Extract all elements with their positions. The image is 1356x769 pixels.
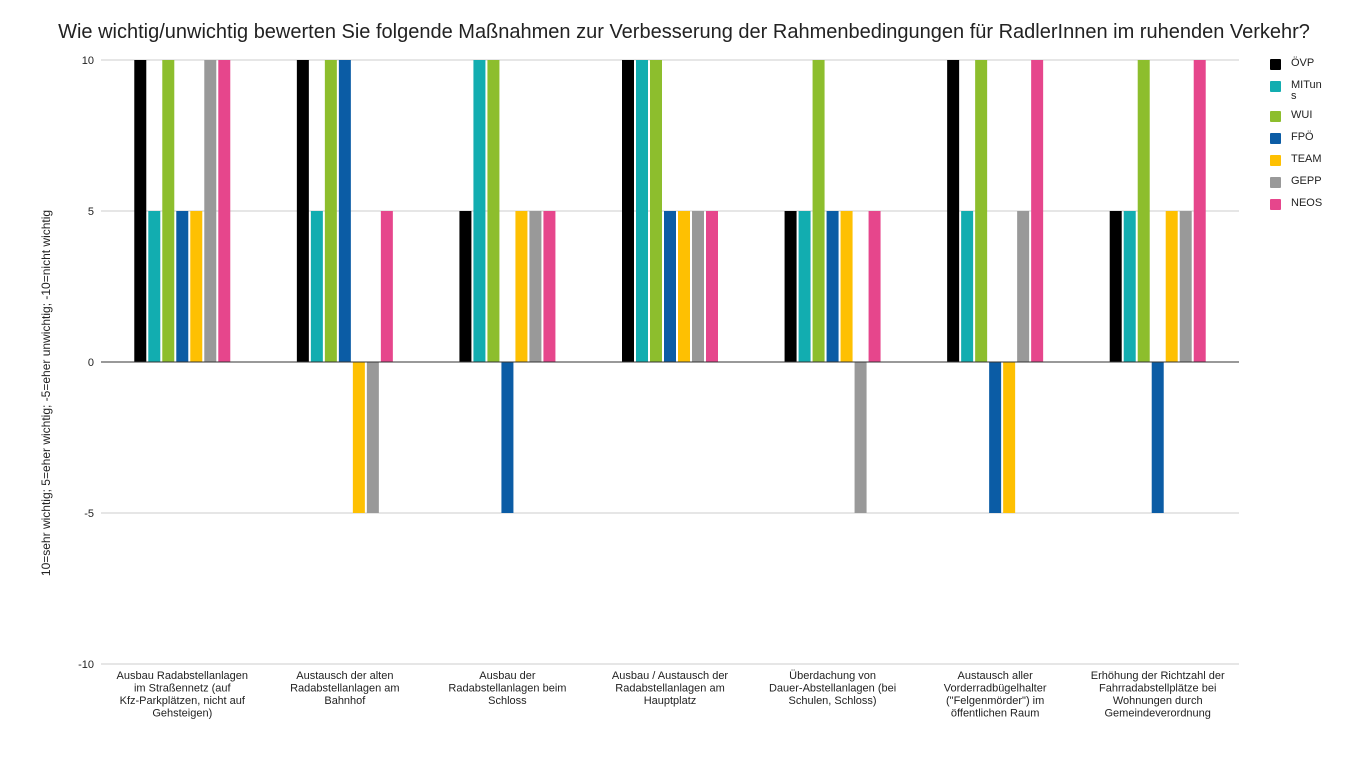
- bar: [989, 362, 1002, 513]
- bar: [784, 211, 797, 362]
- bar: [190, 211, 203, 362]
- bar: [706, 211, 718, 362]
- bar: [218, 60, 231, 362]
- bar: [664, 211, 676, 362]
- bar: [529, 211, 542, 362]
- legend-label: MITuns: [1291, 79, 1322, 102]
- bar: [622, 60, 634, 362]
- category-label: Austausch der alten Radabstellanlagen am B…: [290, 670, 399, 707]
- legend-swatch: [1270, 111, 1281, 122]
- legend-label: NEOS: [1291, 197, 1323, 209]
- bar: [854, 362, 867, 513]
- bar: [1109, 211, 1122, 362]
- bar: [1193, 60, 1206, 362]
- bar: [826, 211, 839, 362]
- y-tick-label: 0: [88, 357, 94, 369]
- legend-swatch: [1270, 59, 1281, 70]
- bar: [840, 211, 853, 362]
- bar: [501, 362, 514, 513]
- bar: [1123, 211, 1136, 362]
- bar: [947, 60, 960, 362]
- y-tick-label: -5: [84, 508, 94, 520]
- bar: [543, 211, 556, 362]
- bar: [868, 211, 881, 362]
- bar: [650, 60, 662, 362]
- bar: [310, 211, 323, 362]
- bar: [1003, 362, 1016, 513]
- y-tick-labels: 10 5 0 -5 -10: [78, 55, 94, 671]
- legend-swatch: [1270, 133, 1281, 144]
- bar: [487, 60, 500, 362]
- bar: [162, 60, 175, 362]
- category-label: Erhöhung der Richtzahl der Fahrradabstell…: [1091, 670, 1225, 720]
- bar: [338, 60, 351, 362]
- y-axis-label: 10=sehr wichtig; 5=eher wichtig; -5=eher…: [39, 210, 53, 576]
- legend-label: GEPP: [1291, 175, 1322, 187]
- bar: [352, 362, 365, 513]
- category-label: Ausbau der Radabstellanlagen beim Schloss: [448, 670, 566, 707]
- bar: [515, 211, 528, 362]
- bar: [176, 211, 189, 362]
- legend-label: ÖVP: [1291, 57, 1315, 69]
- legend-swatch: [1270, 199, 1281, 210]
- x-category-labels: Ausbau Radabstellanlagen im Straßennetz (…: [117, 670, 1225, 720]
- legend-label: TEAM: [1291, 153, 1322, 165]
- bar: [1031, 60, 1044, 362]
- bar: [1137, 60, 1150, 362]
- category-label: Ausbau / Austausch der Radabstellanlagen …: [612, 670, 729, 707]
- bar: [636, 60, 648, 362]
- category-label: Austausch aller Vorderradbügelhalter ("Fel…: [944, 670, 1047, 720]
- bar: [678, 211, 690, 362]
- bar: [1151, 362, 1164, 513]
- bar: [296, 60, 309, 362]
- bar: [134, 60, 147, 362]
- bar: [459, 211, 472, 362]
- bar: [1165, 211, 1178, 362]
- bar: [975, 60, 988, 362]
- y-tick-label: 10: [82, 55, 94, 67]
- bar: [812, 60, 825, 362]
- bar: [1017, 211, 1030, 362]
- y-tick-label: 5: [88, 206, 94, 218]
- legend-swatch: [1270, 81, 1281, 92]
- bar: [324, 60, 337, 362]
- category-label: Überdachung von Dauer-Abstellanlagen (bei…: [769, 670, 896, 707]
- bar: [692, 211, 704, 362]
- bar: [380, 211, 393, 362]
- chart-title: Wie wichtig/unwichtig bewerten Sie folge…: [58, 21, 1310, 43]
- category-label: Ausbau Radabstellanlagen im Straßennetz (…: [117, 670, 249, 720]
- y-tick-label: -10: [78, 659, 94, 671]
- bar: [148, 211, 161, 362]
- legend-swatch: [1270, 155, 1281, 166]
- bar: [473, 60, 486, 362]
- bar: [798, 211, 811, 362]
- bars: [134, 60, 1206, 513]
- legend-label: FPÖ: [1291, 131, 1314, 143]
- bar: [961, 211, 974, 362]
- bar: [204, 60, 217, 362]
- legend-swatch: [1270, 177, 1281, 188]
- bar: [366, 362, 379, 513]
- legend-label: WUI: [1291, 109, 1313, 121]
- bar: [1179, 211, 1192, 362]
